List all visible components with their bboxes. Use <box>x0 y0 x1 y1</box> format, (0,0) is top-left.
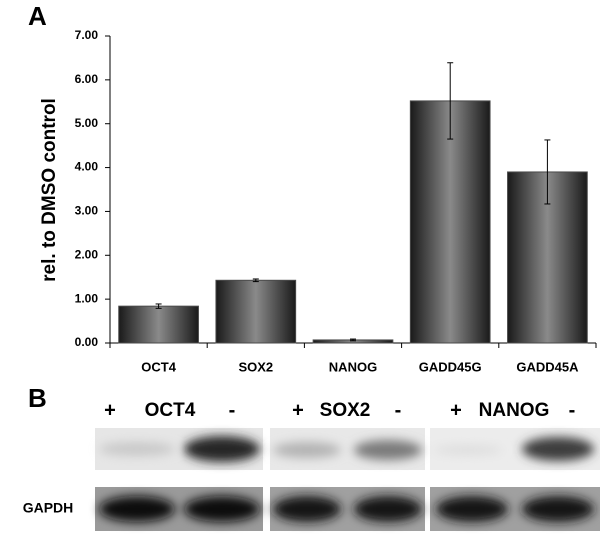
y-axis-label: rel. to DMSO control <box>39 98 60 282</box>
error-bar <box>544 139 551 205</box>
y-tick-label: 1.00 <box>75 291 99 305</box>
y-tick-label: 6.00 <box>75 72 99 86</box>
blot-plus: + <box>450 399 462 421</box>
y-tick-label: 0.00 <box>75 335 99 349</box>
y-tick-label: 2.00 <box>75 247 99 261</box>
error-bar <box>252 278 259 283</box>
y-tick-label: 5.00 <box>75 116 99 130</box>
panel-label: A <box>28 1 47 31</box>
blot-gapdh <box>95 487 600 531</box>
loading-control-label: GAPDH <box>23 500 74 516</box>
x-tick-label: GADD45A <box>516 359 579 374</box>
error-bar <box>447 62 454 140</box>
error-bar <box>350 338 356 342</box>
bar <box>215 279 297 344</box>
y-tick-label: 3.00 <box>75 204 99 218</box>
bar <box>118 305 199 344</box>
x-tick-label: NANOG <box>329 359 377 374</box>
blot-target: SOX2 <box>320 400 371 421</box>
blot-minus: - <box>569 399 576 421</box>
x-tick-label: SOX2 <box>238 359 273 374</box>
error-bar <box>155 303 162 309</box>
blot-target: NANOG <box>479 400 550 421</box>
blot-target: OCT4 <box>145 400 196 421</box>
y-tick-label: 7.00 <box>75 28 99 42</box>
blot-plus: + <box>292 399 304 421</box>
blot-top <box>95 428 600 470</box>
x-tick-label: OCT4 <box>141 359 176 374</box>
blot-plus: + <box>104 399 116 421</box>
blot-minus: - <box>395 399 402 421</box>
x-tick-label: GADD45G <box>419 359 482 374</box>
bar <box>409 100 491 344</box>
panel-label: B <box>28 383 47 413</box>
blot-minus: - <box>229 399 236 421</box>
y-tick-label: 4.00 <box>75 160 99 174</box>
